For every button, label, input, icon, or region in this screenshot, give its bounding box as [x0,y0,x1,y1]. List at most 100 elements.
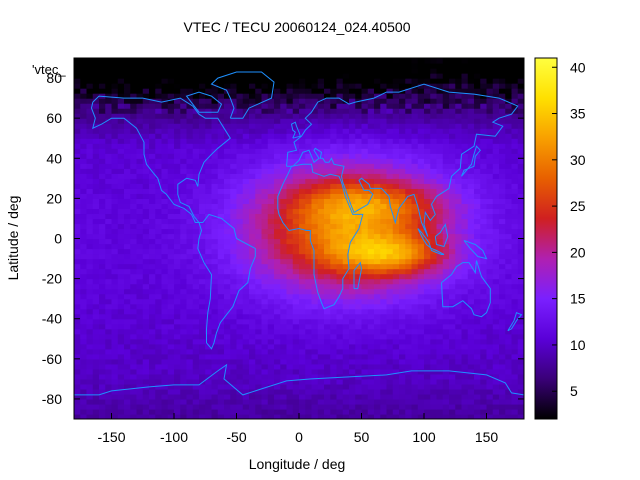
heatmap-cell [405,208,413,215]
heatmap-cell [480,298,488,305]
heatmap-cell [455,153,463,159]
heatmap-cell [499,178,506,184]
heatmap-cell [142,193,150,199]
heatmap-cell [474,323,481,330]
heatmap-cell [449,258,456,265]
heatmap-cell [249,353,256,360]
heatmap-cell [80,338,88,345]
heatmap-cell [192,83,200,89]
heatmap-cell [86,268,94,275]
heatmap-cell [286,273,294,280]
heatmap-cell [399,103,406,109]
heatmap-cell [349,193,356,199]
heatmap-cell [424,333,431,340]
heatmap-cell [199,73,206,79]
heatmap-cell [411,298,419,305]
heatmap-cell [474,293,481,300]
heatmap-cell [261,238,269,245]
heatmap-cell [292,413,300,419]
heatmap-cell [511,83,519,89]
heatmap-cell [280,133,288,139]
heatmap-cell [361,238,369,245]
heatmap-cell [92,388,100,395]
heatmap-cell [124,408,131,415]
heatmap-cell [399,318,406,325]
heatmap-cell [305,213,313,220]
heatmap-cell [155,358,163,365]
heatmap-cell [392,388,400,395]
heatmap-cell [124,333,131,340]
heatmap-cell [405,88,413,94]
heatmap-cell [186,298,194,305]
heatmap-cell [349,398,356,405]
heatmap-cell [142,358,150,365]
heatmap-cell [311,338,319,345]
heatmap-cell [474,188,481,194]
heatmap-cell [249,268,256,275]
heatmap-cell [455,413,463,419]
heatmap-cell [411,338,419,345]
heatmap-cell [161,273,169,280]
heatmap-cell [336,303,344,310]
heatmap-cell [474,343,481,350]
heatmap-cell [355,233,363,240]
heatmap-cell [455,128,463,134]
heatmap-cell [217,168,225,174]
heatmap-cell [236,103,244,109]
heatmap-cell [461,278,469,285]
heatmap-cell [249,88,256,94]
heatmap-cell [205,143,213,149]
heatmap-cell [136,378,144,385]
heatmap-cell [392,233,400,240]
heatmap-cell [205,133,213,139]
heatmap-cell [511,218,519,225]
heatmap-cell [330,128,338,134]
heatmap-cell [161,183,169,189]
heatmap-cell [186,338,194,345]
heatmap-cell [367,143,375,149]
heatmap-cell [292,143,300,149]
heatmap-cell [467,338,475,345]
heatmap-cell [255,248,263,255]
heatmap-cell [149,388,156,395]
heatmap-cell [105,128,113,134]
heatmap-cell [274,273,281,280]
heatmap-cell [430,173,438,179]
heatmap-cell [274,248,281,255]
heatmap-cell [467,238,475,245]
heatmap-cell [167,93,175,99]
heatmap-cell [261,338,269,345]
heatmap-cell [511,348,519,355]
heatmap-cell [324,403,331,410]
heatmap-cell [499,343,506,350]
heatmap-cell [130,333,138,340]
heatmap-cell [211,178,219,184]
heatmap-cell [267,138,275,144]
heatmap-cell [99,193,106,199]
heatmap-cell [442,78,450,84]
heatmap-cell [230,318,238,325]
heatmap-cell [517,88,524,94]
heatmap-cell [474,333,481,340]
heatmap-cell [299,138,306,144]
heatmap-cell [342,353,350,360]
heatmap-cell [161,238,169,245]
heatmap-cell [505,108,513,114]
heatmap-cell [149,353,156,360]
heatmap-cell [74,128,81,134]
heatmap-cell [361,168,369,174]
heatmap-cell [311,113,319,119]
heatmap-cell [424,208,431,215]
heatmap-cell [405,103,413,109]
heatmap-cell [455,348,463,355]
heatmap-cell [86,243,94,250]
heatmap-cell [330,313,338,320]
heatmap-cell [186,223,194,230]
heatmap-cell [492,408,500,415]
heatmap-cell [161,408,169,415]
heatmap-cell [180,248,188,255]
heatmap-cell [367,413,375,419]
heatmap-cell [492,183,500,189]
heatmap-cell [161,353,169,360]
heatmap-cell [117,298,125,305]
